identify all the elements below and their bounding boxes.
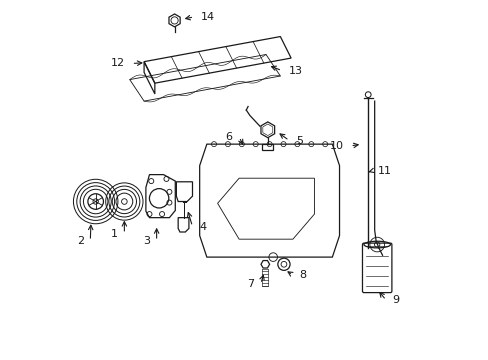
Text: 14: 14 <box>201 12 214 22</box>
Text: 4: 4 <box>199 222 205 231</box>
Text: 8: 8 <box>299 270 306 280</box>
Text: 6: 6 <box>225 132 232 142</box>
Text: 1: 1 <box>111 229 118 239</box>
Text: 3: 3 <box>143 236 150 246</box>
Text: 5: 5 <box>295 136 302 145</box>
Text: 11: 11 <box>378 166 391 176</box>
Text: 2: 2 <box>77 236 83 246</box>
Text: 9: 9 <box>392 295 399 305</box>
Text: 12: 12 <box>111 58 125 68</box>
Text: 10: 10 <box>329 141 343 151</box>
Text: 7: 7 <box>246 279 254 289</box>
Text: 13: 13 <box>288 66 302 76</box>
